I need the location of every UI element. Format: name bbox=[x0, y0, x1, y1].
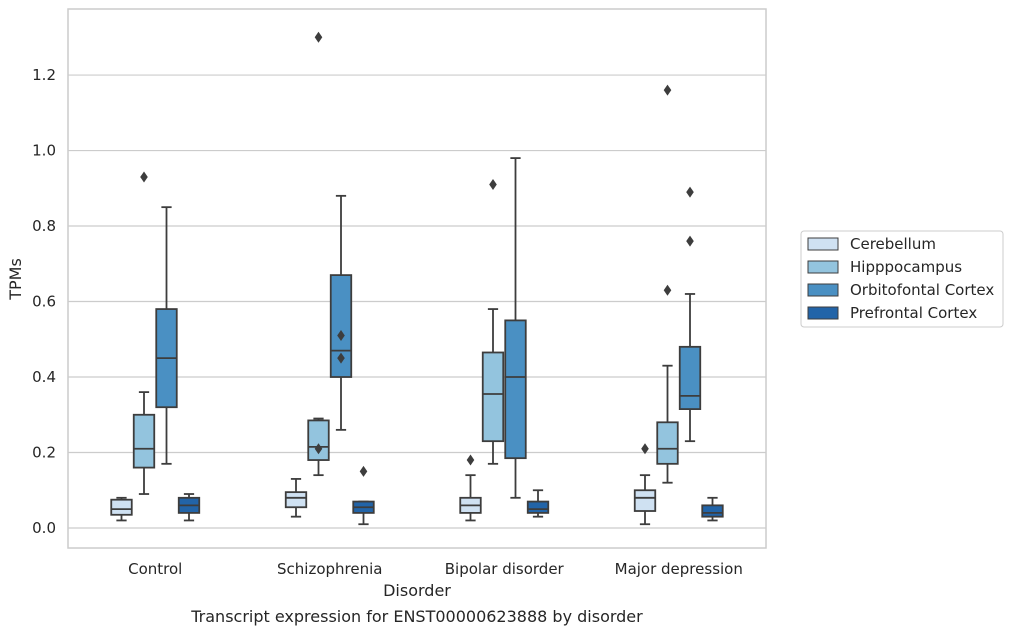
x-tick-label: Bipolar disorder bbox=[445, 560, 565, 578]
outlier-point bbox=[337, 352, 345, 364]
gridlines bbox=[68, 74, 766, 529]
outlier-point bbox=[466, 454, 475, 466]
legend-swatch bbox=[807, 306, 839, 320]
box bbox=[307, 419, 330, 461]
box-plot bbox=[132, 171, 156, 495]
x-axis-label: Disorder bbox=[383, 581, 451, 600]
box bbox=[678, 345, 702, 410]
y-tick-label: 0.4 bbox=[32, 368, 56, 386]
box-plot bbox=[526, 489, 550, 518]
x-tick-label: Major depression bbox=[615, 560, 743, 578]
box bbox=[633, 489, 657, 512]
outlier-point bbox=[686, 235, 694, 247]
box-plot bbox=[307, 31, 330, 477]
outlier-point bbox=[686, 186, 694, 198]
legend-label: Hipppocampus bbox=[850, 258, 962, 276]
box-plot bbox=[110, 496, 133, 522]
x-tick-label: Control bbox=[128, 560, 182, 578]
y-tick-label: 1.0 bbox=[32, 142, 56, 160]
legend: Cerebellum Hipppocampus Orbitofontal Corte… bbox=[800, 230, 1004, 328]
plot-frame bbox=[67, 8, 767, 549]
y-tick-label: 0.0 bbox=[32, 519, 56, 537]
box bbox=[701, 504, 724, 518]
legend-label: Cerebellum bbox=[850, 235, 936, 253]
y-tick-label: 0.2 bbox=[32, 444, 56, 462]
box bbox=[132, 413, 156, 469]
box-plot bbox=[678, 186, 702, 443]
box-plot bbox=[155, 206, 178, 465]
legend-frame bbox=[800, 230, 1004, 328]
y-tick-label: 0.6 bbox=[32, 293, 56, 311]
box-plot bbox=[284, 478, 308, 518]
box bbox=[110, 498, 133, 516]
outlier-point bbox=[663, 284, 672, 296]
legend-swatch bbox=[807, 237, 839, 251]
legend-label: Orbitofontal Cortex bbox=[850, 281, 994, 299]
box bbox=[329, 274, 353, 378]
outlier-point bbox=[489, 179, 497, 191]
legend-swatch bbox=[807, 260, 839, 274]
y-axis-label: TPMs bbox=[6, 258, 25, 301]
box-plot bbox=[633, 443, 657, 526]
y-tick-label: 0.8 bbox=[32, 217, 56, 235]
y-tick-labels: 0.0 0.2 0.4 0.6 0.8 1.0 1.2 bbox=[32, 66, 56, 537]
box bbox=[481, 351, 505, 443]
outlier-point bbox=[663, 84, 672, 96]
box bbox=[526, 500, 550, 514]
box-plot bbox=[459, 454, 482, 522]
box-series bbox=[110, 31, 724, 526]
box-plot bbox=[481, 179, 505, 465]
chart-caption: Transcript expression for ENST0000062388… bbox=[190, 607, 643, 626]
x-tick-label: Schizophrenia bbox=[277, 560, 382, 578]
box bbox=[656, 421, 679, 465]
box-plot bbox=[329, 194, 353, 431]
box-plot bbox=[504, 157, 527, 499]
box bbox=[284, 491, 308, 509]
legend-label: Prefrontal Cortex bbox=[850, 304, 977, 322]
box-plot bbox=[177, 493, 201, 522]
y-tick-label: 1.2 bbox=[32, 66, 56, 84]
x-tick-labels: Control Schizophrenia Bipolar disorder Majo… bbox=[128, 560, 743, 578]
outlier-point bbox=[337, 329, 345, 341]
outlier-point bbox=[314, 31, 323, 43]
outlier-point bbox=[641, 443, 649, 455]
outlier-point bbox=[140, 171, 148, 183]
outlier-point bbox=[359, 465, 368, 477]
box-plot bbox=[701, 496, 724, 522]
legend-swatch bbox=[807, 283, 839, 297]
box bbox=[504, 319, 527, 460]
box-plot bbox=[656, 84, 679, 484]
outlier-point bbox=[314, 443, 323, 455]
box-plot bbox=[352, 465, 375, 526]
